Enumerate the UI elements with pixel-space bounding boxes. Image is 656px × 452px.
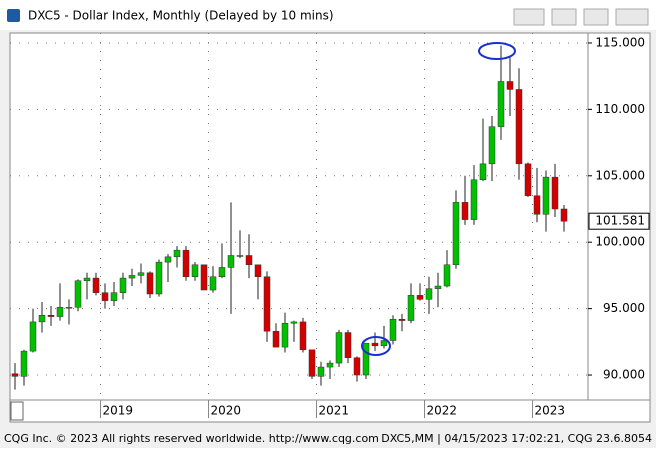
candle-body <box>200 264 208 291</box>
candle-body <box>263 276 271 332</box>
candle-body <box>470 179 478 220</box>
candle-body <box>272 330 280 348</box>
candle-body <box>560 208 568 222</box>
candle-body <box>83 277 91 281</box>
candle-body <box>533 195 541 215</box>
candle-body <box>335 332 343 364</box>
candle-body <box>65 307 73 309</box>
candle-body <box>488 126 496 165</box>
candle-body <box>191 264 199 277</box>
candle-body <box>173 249 181 258</box>
candle-body <box>164 256 172 263</box>
candle-body <box>137 272 145 276</box>
candle-body <box>227 255 235 268</box>
candle-body <box>326 362 334 368</box>
candle-body <box>110 292 118 301</box>
time-axis <box>9 399 651 423</box>
candle-body <box>308 349 316 377</box>
candle-body <box>506 81 514 90</box>
candle-body <box>11 373 19 377</box>
candle-body <box>182 249 190 277</box>
candle-body <box>434 285 442 289</box>
candle-body <box>38 315 46 323</box>
candle-body <box>56 307 64 317</box>
x-tick-label: 2022 <box>427 404 458 418</box>
link-button[interactable] <box>513 8 545 26</box>
y-tick-label: 105.000 <box>595 168 645 182</box>
candle-body <box>119 277 127 293</box>
last-price-box <box>588 212 650 230</box>
candle-body <box>389 318 397 341</box>
candle-body <box>353 357 361 376</box>
candle-body <box>281 322 289 348</box>
y-tick-label: 90.000 <box>603 368 645 382</box>
y-tick-label: 100.000 <box>595 235 645 249</box>
candle-body <box>497 81 505 127</box>
window-title: DXC5 - Dollar Index, Monthly (Delayed by… <box>28 9 334 23</box>
candle-body <box>551 176 559 210</box>
scroll-box[interactable] <box>10 401 24 421</box>
y-tick-label: 110.000 <box>595 102 645 116</box>
maximize-button[interactable] <box>583 8 609 26</box>
minimize-button[interactable] <box>551 8 577 26</box>
candle-body <box>92 277 100 293</box>
candle-body <box>290 321 298 324</box>
candle-body <box>425 288 433 300</box>
candle-body <box>317 366 325 377</box>
candle-body <box>146 272 154 295</box>
title-bar <box>0 0 656 30</box>
candle-body <box>479 163 487 181</box>
candle-body <box>515 89 523 165</box>
highlight-ellipse <box>361 336 391 356</box>
x-tick-label: 2021 <box>319 404 350 418</box>
y-tick-label: 95.000 <box>603 301 645 315</box>
candle-body <box>542 176 550 215</box>
candle-body <box>299 321 307 351</box>
footer-status: DXC5,MM | 04/15/2023 17:02:21, CQG 23.6.… <box>381 432 652 445</box>
candle-body <box>20 350 28 377</box>
footer-copyright: CQG Inc. © 2023 All rights reserved worl… <box>4 432 379 445</box>
candle-body <box>362 342 370 376</box>
candle-body <box>209 276 217 291</box>
candle-body <box>254 264 262 277</box>
candle-body <box>380 340 388 347</box>
candle-body <box>452 202 460 266</box>
plot-area <box>9 32 589 401</box>
candle-body <box>344 332 352 359</box>
candle-body <box>155 261 163 295</box>
candle-body <box>47 315 55 317</box>
last-price-label: 101.581 <box>595 214 645 228</box>
candle-body <box>407 295 415 321</box>
candle-body <box>371 342 379 347</box>
candle-body <box>29 321 37 352</box>
candle-body <box>218 267 226 277</box>
x-tick-label: 2023 <box>535 404 566 418</box>
x-tick-label: 2019 <box>103 404 134 418</box>
candle-body <box>398 318 406 321</box>
candle-body <box>236 255 244 257</box>
candle-body <box>101 292 109 301</box>
candle-body <box>74 280 82 308</box>
candle-body <box>128 275 136 279</box>
candle-body <box>245 255 253 266</box>
candle-body <box>416 295 424 300</box>
app-icon <box>7 9 20 22</box>
y-tick-label: 115.000 <box>595 35 645 49</box>
candle-body <box>461 202 469 220</box>
candle-body <box>524 163 532 196</box>
x-tick-label: 2020 <box>211 404 242 418</box>
candle-body <box>443 264 451 287</box>
close-button[interactable] <box>615 8 649 26</box>
highlight-ellipse <box>478 42 516 60</box>
